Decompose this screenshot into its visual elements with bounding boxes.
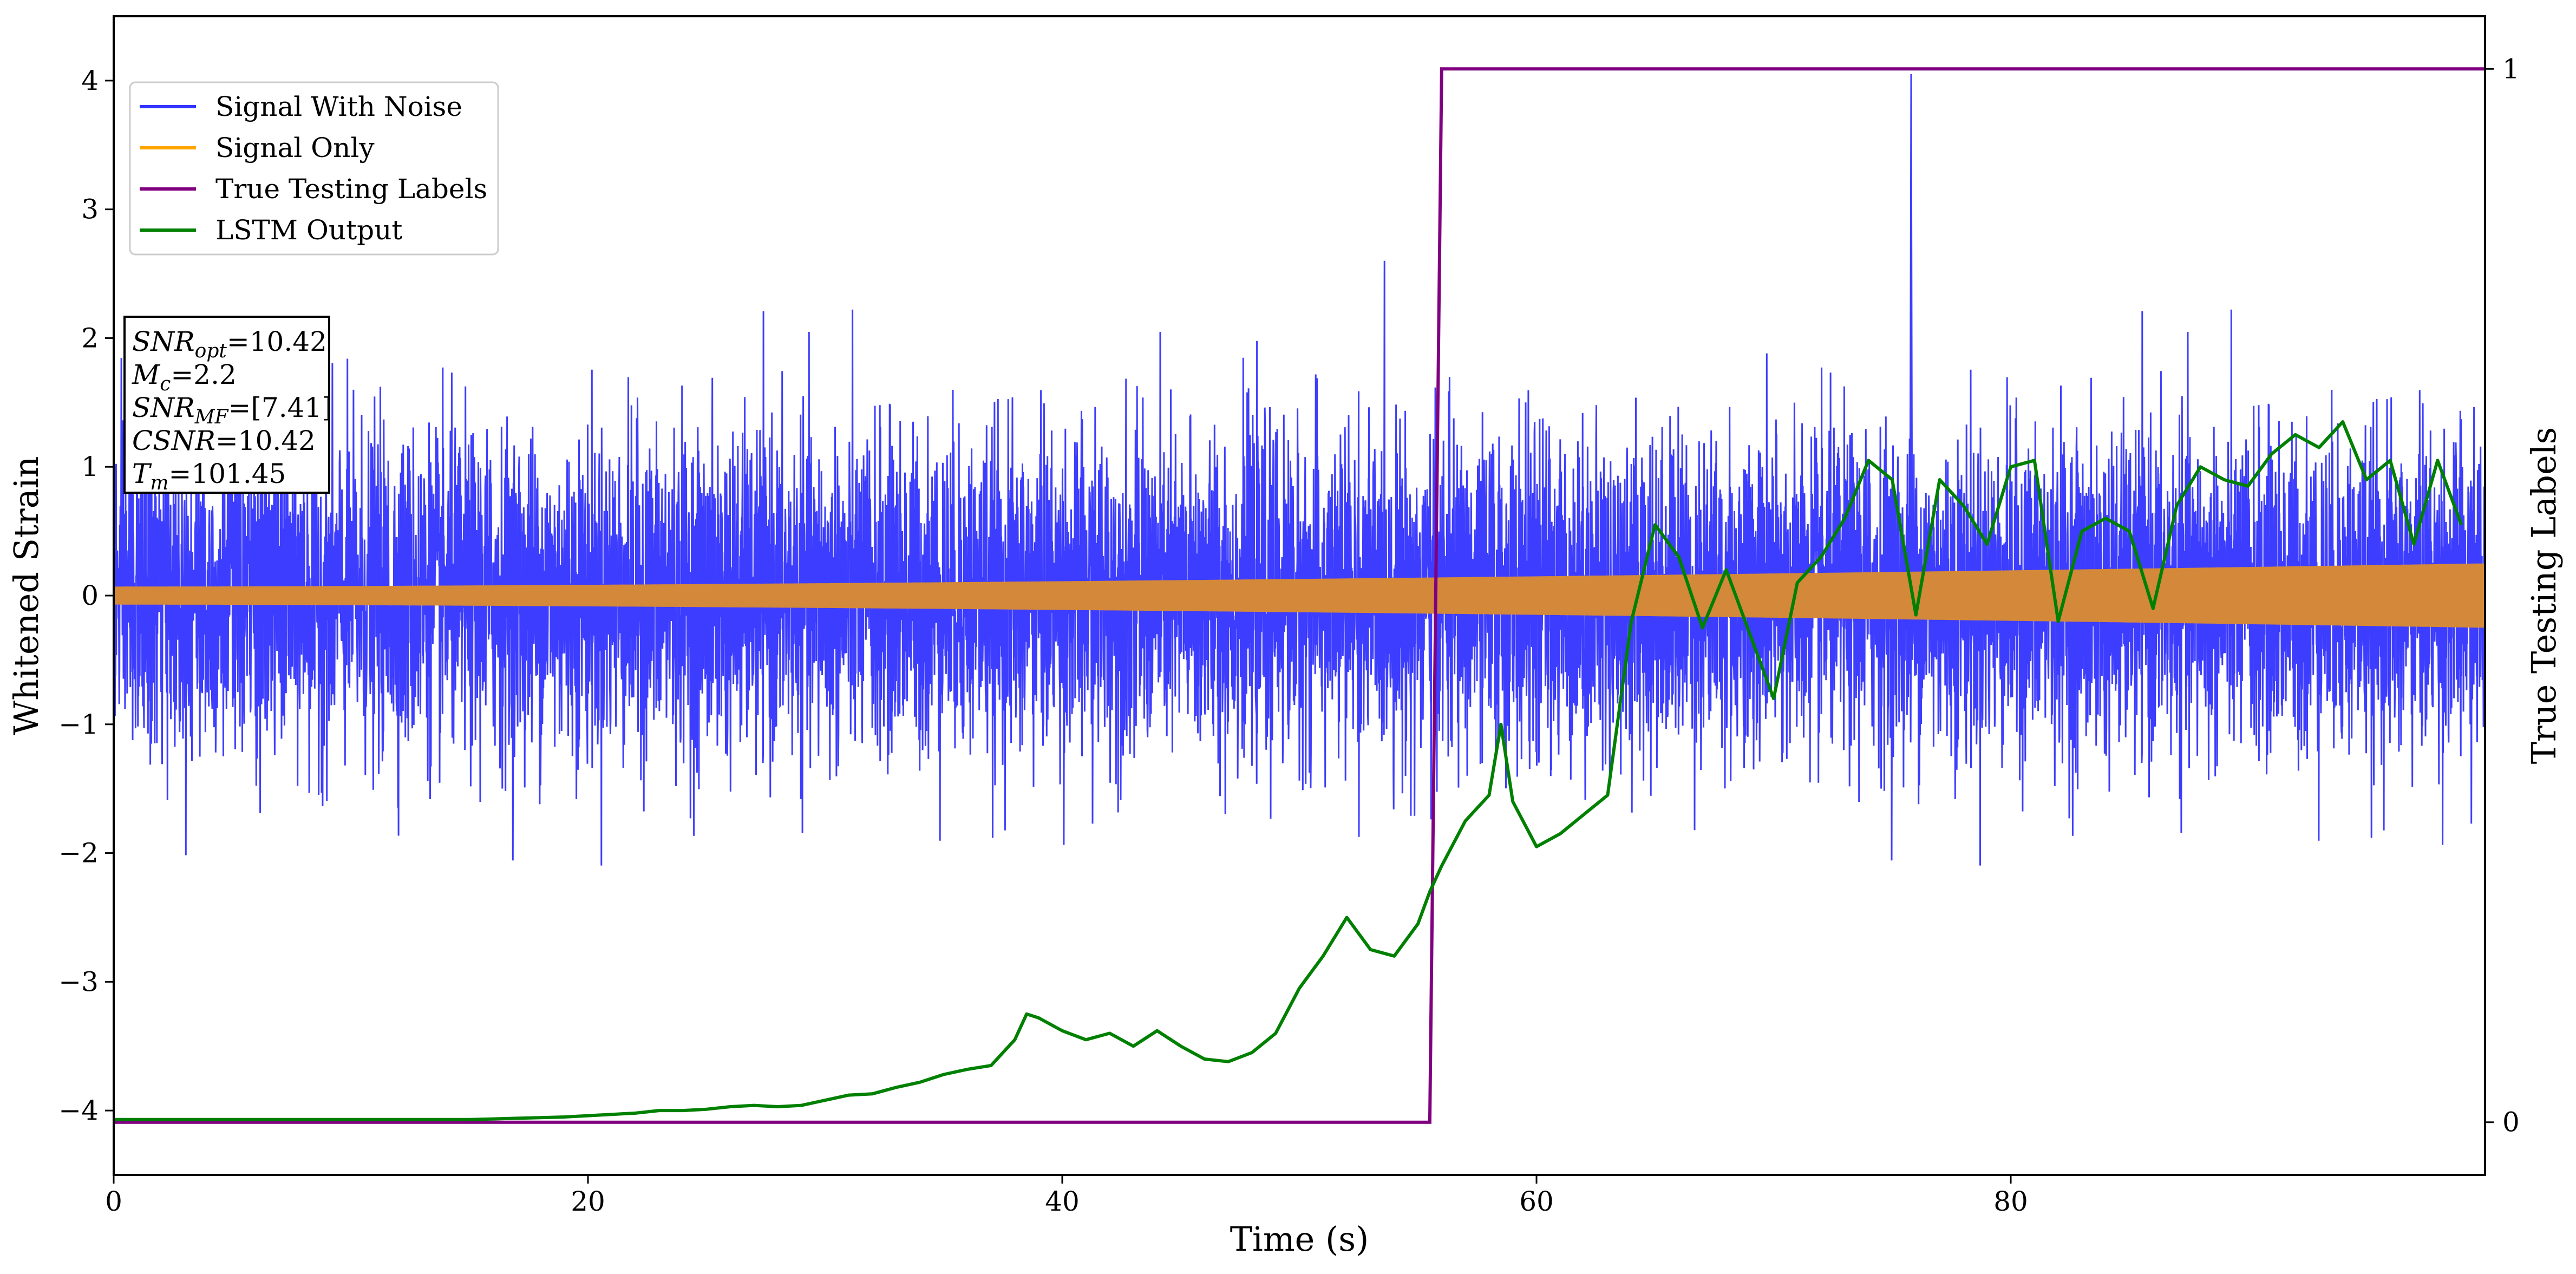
legend-label: Signal With Noise <box>215 91 462 122</box>
legend-box <box>129 81 499 256</box>
y-tick-label: 3 <box>81 194 99 225</box>
lstm-output-line <box>114 420 2463 1121</box>
x-axis-ticks: 0 20 40 60 80 <box>105 1175 2028 1217</box>
info-value: =10.42 <box>227 326 327 357</box>
lstm-output-series <box>114 420 2463 1121</box>
legend-label: LSTM Output <box>215 214 402 246</box>
y2-tick-label: 1 <box>2502 53 2520 84</box>
y-tick-label: 4 <box>81 65 99 96</box>
y-tick-label: −1 <box>58 709 99 740</box>
info-box-frame <box>123 316 330 494</box>
y-axis-title: Whitened Strain <box>6 456 46 735</box>
y-tick-label: 0 <box>81 580 99 611</box>
signal-only-line <box>114 563 2485 628</box>
info-value: =2.2 <box>171 359 236 390</box>
y2-axis-title: True Testing Labels <box>2524 427 2564 765</box>
true-testing-labels-series <box>114 67 2485 1124</box>
info-value: =101.45 <box>169 458 286 489</box>
signal-only-series <box>114 563 2485 628</box>
x-axis-title: Time (s) <box>1230 1219 1369 1259</box>
x-tick-label: 40 <box>1045 1186 1080 1217</box>
info-line: SNRopt=10.42 <box>132 326 327 362</box>
info-symbol: SNR <box>132 392 195 423</box>
true-testing-labels-line <box>114 67 2485 1124</box>
info-subscript: c <box>160 373 171 395</box>
info-box: SNRopt=10.42Mc=2.2SNRMF=[7.41]CSNR=10.42… <box>123 316 332 494</box>
y-tick-label: −3 <box>58 966 99 997</box>
signal-with-noise-line <box>114 74 2485 866</box>
y2-axis-ticks: 01 <box>2485 53 2520 1138</box>
y-tick-label: 1 <box>81 451 99 482</box>
y-axis-ticks: −4 −3 −2 −1 0 1 2 3 4 <box>58 65 114 1126</box>
info-line: Mc=2.2 <box>132 359 237 395</box>
x-tick-label: 80 <box>1993 1186 2028 1217</box>
y-tick-label: −2 <box>58 838 99 869</box>
signal-with-noise-series <box>114 74 2485 866</box>
info-value: =[7.41] <box>228 392 332 423</box>
x-tick-label: 60 <box>1519 1186 1554 1217</box>
info-subscript: MF <box>194 406 230 428</box>
info-value: =10.42 <box>215 425 316 456</box>
y2-tick-label: 0 <box>2502 1107 2520 1138</box>
x-tick-label: 0 <box>105 1186 122 1217</box>
y-tick-label: 2 <box>81 322 99 354</box>
info-symbol: M <box>132 359 161 390</box>
info-line: SNRMF=[7.41] <box>132 392 332 428</box>
info-subscript: opt <box>195 340 227 362</box>
info-line: Tm=101.45 <box>132 458 286 494</box>
x-tick-label: 20 <box>571 1186 605 1217</box>
info-subscript: m <box>150 472 168 494</box>
info-symbol: T <box>132 458 152 489</box>
legend-label: Signal Only <box>215 132 375 164</box>
y-tick-label: −4 <box>58 1095 99 1126</box>
info-line: CSNR=10.42 <box>132 425 316 456</box>
legend-label: True Testing Labels <box>215 173 487 205</box>
info-symbol: SNR <box>132 326 195 357</box>
legend: Signal With Noise Signal Only True Testing… <box>129 81 499 256</box>
info-symbol: CSNR <box>132 425 215 456</box>
